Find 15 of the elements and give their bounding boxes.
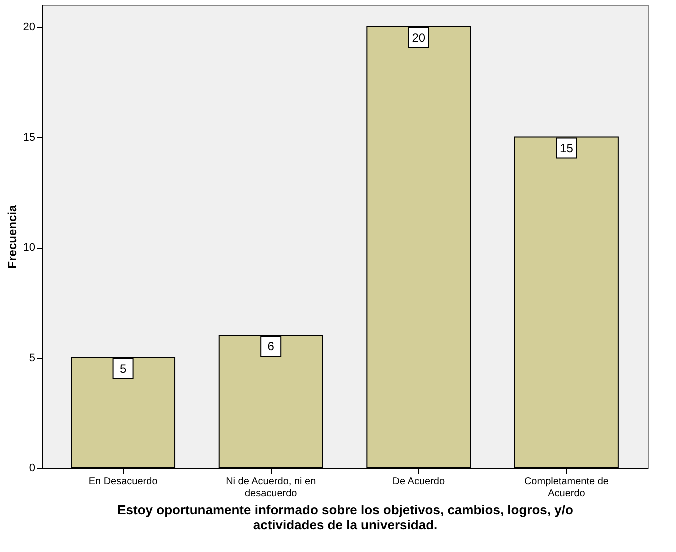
data-label: 20 [412,31,426,46]
x-tick-label: En Desacuerdo [88,476,158,488]
data-label: 6 [268,340,275,354]
y-tick-label: 15 [23,132,36,144]
data-label: 15 [560,141,574,156]
y-tick-label: 5 [29,352,36,364]
x-axis-title: Estoy oportunamente informado sobre los objetivos, cambios, logros, y/o actividades de la universidad. [118,502,574,532]
x-tick-label: De Acuerdo [392,476,446,488]
y-tick-label: 0 [29,462,36,474]
x-tick-label: Ni de Acuerdo, ni en desacuerdo [226,476,316,500]
y-tick-label: 20 [23,22,36,34]
y-axis-title: Frecuencia [5,205,20,269]
x-tick-label: Completamente de Acuerdo [524,476,610,500]
y-tick-label: 10 [23,242,36,254]
data-label: 5 [120,362,127,376]
